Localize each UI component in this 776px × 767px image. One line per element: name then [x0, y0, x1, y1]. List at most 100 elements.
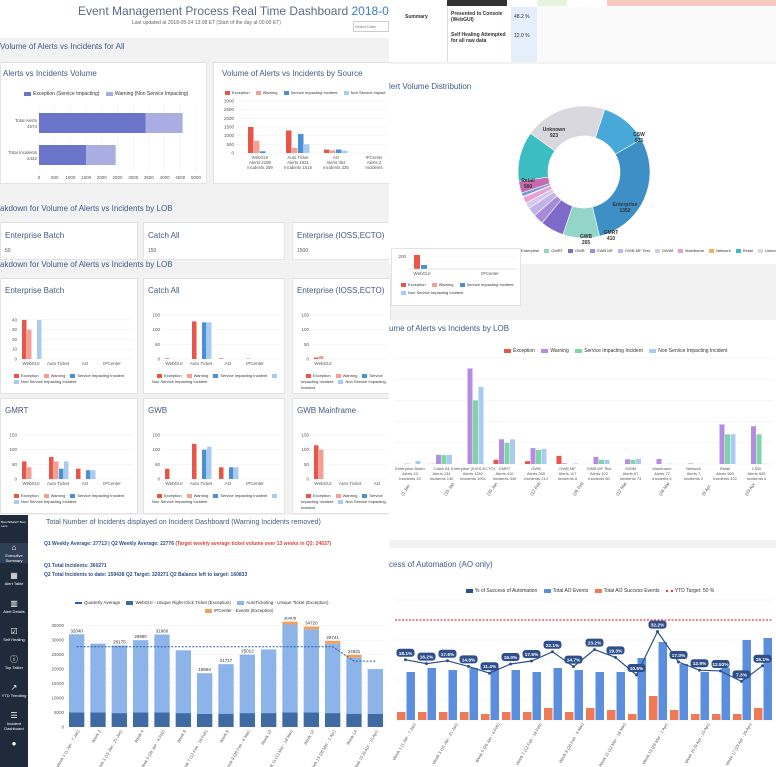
- lob-card-top-tick: 150: [148, 248, 157, 254]
- y-tick-label: 10000: [51, 696, 64, 701]
- success-percent-line: [405, 630, 763, 683]
- mini-category: IPCenter: [481, 271, 499, 276]
- week-label: Week 1 (1 Jan - 7 Jan): [391, 721, 417, 761]
- incident-bar-0: [218, 713, 234, 727]
- lob-card-top: Enterprise (IOSS,ECTO) 1500: [292, 222, 391, 260]
- week-tick-label: (12 Mar: [615, 481, 628, 497]
- lob-card-category: WebGUI: [165, 361, 182, 366]
- week-label: Week 3 (15 Jan - 21 Jan): [431, 721, 459, 765]
- success-events-bar: [712, 714, 721, 720]
- incident-bar-1: [218, 664, 234, 714]
- sidebar-item-list[interactable]: ☰ Incident Dashboard: [0, 711, 28, 731]
- total-events-bar: [637, 658, 646, 720]
- source-bar: [248, 127, 254, 153]
- donut-legend-item[interactable]: GWB: [574, 248, 585, 253]
- category-value-label: 2442: [27, 156, 38, 161]
- summary-table-panel: Summary Presented to Console (WebGUI) 48…: [389, 0, 776, 62]
- lob-card-category: IPCenter: [103, 361, 121, 366]
- sidebar-item-check[interactable]: ☑ Self Healing: [0, 627, 28, 642]
- donut-legend-item[interactable]: GWB MF Test: [624, 248, 650, 253]
- percent-label: 7.3%: [736, 672, 748, 678]
- donut-legend-item[interactable]: Retail: [742, 248, 753, 253]
- incident-bar-0: [282, 712, 298, 727]
- sidebar-item-home[interactable]: ⌂ Executive Summary: [0, 543, 28, 563]
- lob-volume-category: Incidents 8: [558, 476, 578, 481]
- week-label: Week 5 (29 Jan - 4 Feb): [139, 728, 166, 767]
- y-tick-label: 40: [12, 317, 18, 322]
- donut-legend-item[interactable]: Unknown: [764, 248, 776, 253]
- lob-volume-bar: [436, 454, 441, 464]
- success-percent-point: [614, 655, 617, 659]
- total-events-bar: [553, 668, 562, 720]
- donut-legend-item[interactable]: Network: [716, 248, 731, 253]
- percent-label-bg: [564, 655, 583, 664]
- donut-legend-item[interactable]: Enterprise: [521, 248, 540, 253]
- x-tick-label: 500: [51, 175, 59, 180]
- legend-swatch: [709, 248, 715, 253]
- y-tick-label: 0: [306, 357, 309, 362]
- sidebar-item-bar-chart[interactable]: ▥ Alert Details: [0, 599, 28, 614]
- lob-card-title: Enterprise Batch: [5, 286, 65, 295]
- y-tick-label: 15000: [51, 681, 64, 686]
- lob-card-bar: [192, 443, 197, 479]
- bar-1: [145, 113, 183, 133]
- sidebar-item-user[interactable]: ●: [0, 739, 28, 749]
- source-bar: [286, 130, 292, 153]
- y-tick-label: 5000: [54, 710, 65, 715]
- success-percent-point: [467, 664, 470, 668]
- lob-card-legend: Exception Warning Service Impacting Incide…: [9, 373, 135, 385]
- donut-legend-item[interactable]: Mainframe: [685, 248, 705, 253]
- donut-legend-item[interactable]: GWB MF: [596, 248, 613, 253]
- success-percent-point: [509, 662, 512, 666]
- lob-card-category: IPCenter: [103, 481, 121, 486]
- lob-card-category: AO: [374, 481, 381, 486]
- lob-card-bar: [192, 321, 197, 359]
- y-tick-label: 200: [398, 254, 406, 259]
- summary-row-selfhealing: Self Healing Attempted for all raw data: [451, 32, 506, 44]
- lob-card: Enterprise Batch 0 10 20 30 40 WebGUI Auto Tick…: [0, 278, 138, 394]
- lob-card-bar: [91, 470, 96, 479]
- select-date-input[interactable]: [353, 21, 389, 32]
- success-events-bar: [397, 712, 406, 720]
- y-tick-label: 500: [226, 142, 234, 147]
- lob-volume-legend: Exception Warning Service Impacting Inci…: [499, 348, 727, 354]
- mini-source-panel: 200 WebGUI IPCenter Exception Warning Serv…: [391, 248, 521, 306]
- sidebar-item-trend[interactable]: ↗ YTD Trending: [0, 683, 28, 698]
- lob-volume-category: Enterprise Batch: [395, 466, 425, 471]
- y-tick-label: 2500: [224, 107, 235, 112]
- sidebar-item-label: Alert Table: [4, 581, 24, 586]
- sidebar-item-table[interactable]: ▦ Alert Table: [0, 571, 28, 586]
- section-title-vol-all: Volume of Alerts vs Incidents for All: [0, 42, 125, 51]
- incident-bar-0: [111, 713, 127, 727]
- percent-label: 12.52%: [712, 662, 729, 668]
- sidebar-logo: BenchMarkIT Best Lens: [1, 520, 26, 528]
- lob-card-category: Auto Ticket: [190, 361, 213, 366]
- donut-legend-item[interactable]: GMRT: [551, 248, 563, 253]
- incident-total-label: 29980: [134, 634, 147, 639]
- week-label: Week 2: [90, 728, 102, 743]
- lob-card-title: GMRT: [5, 406, 29, 415]
- source-category-label: Alerts 2: [367, 160, 382, 165]
- percent-label: 14.8%: [462, 657, 476, 663]
- lob-volume-bar: [478, 386, 484, 464]
- x-tick-label: 2500: [112, 175, 123, 180]
- sidebar-item-info[interactable]: ⓘ Top Talker: [0, 655, 28, 670]
- percent-label-bg: [459, 655, 478, 664]
- y-tick-label: 25000: [51, 652, 64, 657]
- total-events-bar: [742, 640, 751, 720]
- y-tick-label: 35000: [51, 623, 64, 628]
- category-label: Total Alerts: [15, 118, 38, 123]
- incident-bar-1: [154, 634, 170, 713]
- incident-bar-0: [154, 712, 170, 727]
- y-tick-label: 10: [12, 347, 18, 352]
- source-category-label: Alerts 1621: [287, 160, 309, 165]
- donut-segment-name: GMRT: [604, 230, 619, 236]
- lob-card-bar: [76, 468, 81, 479]
- lob-card-top-title: Enterprise (IOSS,ECTO): [297, 231, 385, 240]
- donut-legend-item[interactable]: GWIM: [661, 248, 674, 253]
- success-events-bar: [586, 708, 595, 720]
- section-title-alert-volume: lert Volume Distribution: [389, 82, 472, 91]
- week-label: Week 1 (1 Jan - 7 Jan): [55, 728, 81, 767]
- lob-volume-bar: [415, 460, 421, 464]
